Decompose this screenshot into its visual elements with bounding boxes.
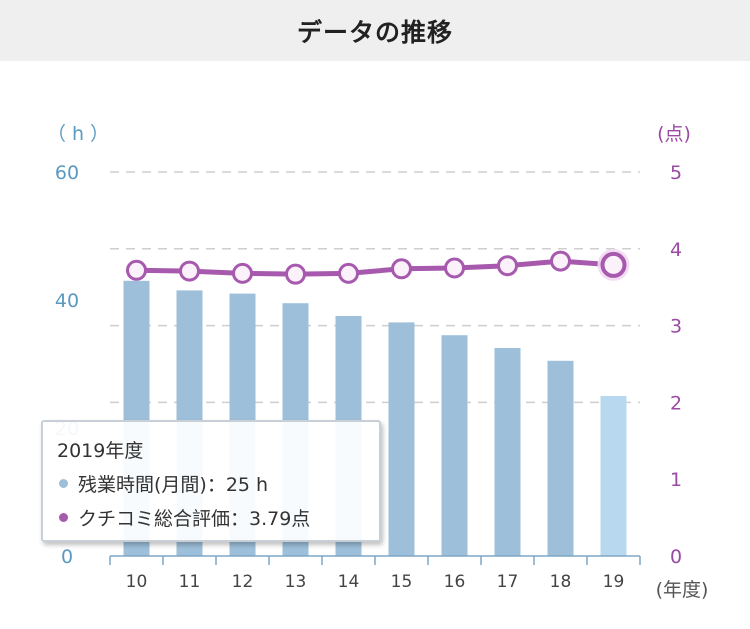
x-tick-label: 16 [444,572,466,592]
page-title: データの推移 [296,17,453,47]
right-tick-label: 0 [670,546,682,568]
line-point [285,263,306,285]
x-tick-label: 13 [285,572,307,592]
line-series [136,258,614,277]
right-axis-unit-label: (点) [657,123,691,145]
bar [600,396,627,556]
right-tick-label: 2 [670,392,682,414]
tooltip-bar-text: 残業時間(月間)：25 h [78,474,269,496]
line-point [550,250,571,272]
left-axis-unit-label: （ h ） [47,123,109,145]
tooltip-line-dot [59,513,68,522]
page-header: データの推移 [0,0,750,61]
x-tick-label: 18 [550,572,572,592]
chart-tooltip: 2019年度 残業時間(月間)：25 h クチコミ総合評価：3.79点 [41,420,381,542]
x-tick-label: 12 [232,572,254,592]
bar [494,348,521,556]
bar [441,335,468,556]
bar [547,360,574,556]
tooltip-line-row: クチコミ総合評価：3.79点 [57,504,379,531]
left-tick-label: 40 [55,290,79,312]
x-tick-label: 10 [126,572,148,592]
left-tick-label: 0 [61,546,73,568]
line-point [126,259,147,281]
tooltip-bar-dot [59,479,68,488]
bar [388,322,415,556]
right-tick-label: 4 [670,239,682,261]
right-tick-label: 1 [670,469,682,491]
left-tick-label: 60 [55,162,79,184]
x-tick-label: 14 [338,572,360,592]
tooltip-title: 2019年度 [57,440,144,462]
x-tick-label: 19 [603,572,625,592]
line-point [179,260,200,282]
x-tick-label: 15 [391,572,413,592]
x-axis-unit-label: (年度) [656,579,709,601]
line-point [497,255,518,277]
right-tick-label: 5 [670,162,682,184]
line-point [338,262,359,284]
x-tick-label: 17 [497,572,519,592]
right-tick-label: 3 [670,316,682,338]
x-tick-label: 11 [179,572,201,592]
line-point [600,251,627,278]
line-point [391,258,412,280]
tooltip-line-text: クチコミ総合評価：3.79点 [78,508,311,530]
tooltip-bar-row: 残業時間(月間)：25 h [57,470,379,497]
line-point [444,257,465,279]
line-point [232,262,253,284]
